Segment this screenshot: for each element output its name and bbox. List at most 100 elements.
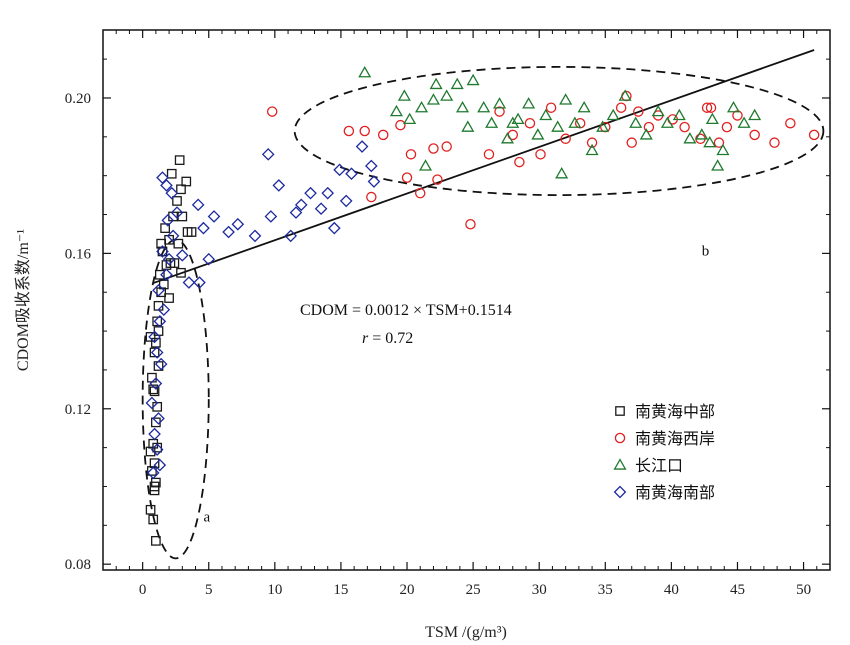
data-point-diamond <box>157 303 171 317</box>
data-point-diamond <box>365 159 378 173</box>
data-point-circle <box>266 106 278 117</box>
data-point-square <box>147 372 157 383</box>
data-point-circle <box>465 218 476 230</box>
data-point-diamond <box>156 171 169 184</box>
data-point-diamond <box>345 167 358 181</box>
data-point-circle <box>721 121 733 133</box>
data-point-square <box>173 238 184 249</box>
data-point-diamond <box>153 315 167 328</box>
data-point-diamond <box>150 346 164 359</box>
data-point-square <box>149 481 160 492</box>
data-point-square <box>172 196 182 206</box>
data-point-triangle <box>651 104 665 117</box>
data-point-diamond <box>154 357 168 371</box>
data-point-triangle <box>531 128 545 140</box>
legend-label: 南黄海西岸 <box>635 430 715 448</box>
data-point-circle <box>732 110 743 121</box>
data-point-diamond <box>162 252 176 266</box>
data-point-triangle <box>440 89 454 101</box>
data-point-triangle <box>450 77 464 90</box>
legend-marker-diamond <box>613 485 627 499</box>
data-point-circle <box>633 106 644 117</box>
x-tick-label: 35 <box>598 582 613 598</box>
data-point-square <box>151 417 161 428</box>
data-point-circle <box>343 125 355 137</box>
data-point-circle <box>483 149 495 160</box>
data-point-diamond <box>222 225 235 239</box>
data-point-diamond <box>182 276 196 289</box>
data-point-diamond <box>284 229 298 243</box>
data-point-diamond <box>166 229 180 243</box>
data-point-triangle <box>522 97 536 109</box>
data-point-triangle <box>389 104 403 117</box>
data-point-circle <box>366 191 377 203</box>
regression-line <box>152 49 815 284</box>
data-point-triangle <box>711 159 725 171</box>
data-point-diamond <box>327 221 341 235</box>
data-point-circle <box>401 172 413 183</box>
data-point-diamond <box>148 427 161 441</box>
data-point-circle <box>701 102 713 113</box>
x-tick-label: 30 <box>532 582 547 598</box>
x-tick-label: 50 <box>796 582 811 598</box>
data-point-circle <box>586 137 598 148</box>
data-point-diamond <box>145 396 159 410</box>
data-point-diamond <box>153 458 167 472</box>
region-label: a <box>203 509 210 525</box>
data-point-square <box>176 267 186 278</box>
data-point-square <box>145 504 156 515</box>
correlation-label: r = 0.72 <box>362 330 413 347</box>
legend-marker-circle <box>614 432 626 444</box>
data-point-circle <box>713 137 725 148</box>
data-point-square <box>149 347 160 358</box>
data-point-square <box>181 176 192 187</box>
x-axis-title: TSM /(g/m³) <box>425 624 507 641</box>
data-point-circle <box>377 129 389 141</box>
legend-label: 长江口 <box>635 457 683 475</box>
data-point-diamond <box>156 245 169 258</box>
data-point-triangle <box>415 100 429 113</box>
x-tick-label: 45 <box>730 582 745 598</box>
data-point-triangle <box>703 135 717 148</box>
data-point-circle <box>560 133 571 145</box>
data-point-triangle <box>568 116 582 128</box>
correlation-value: = 0.72 <box>372 330 413 347</box>
data-point-square <box>151 536 161 546</box>
data-point-triangle <box>705 112 719 125</box>
data-points <box>145 66 820 546</box>
data-point-diamond <box>321 186 335 200</box>
data-point-triangle <box>555 167 569 179</box>
data-point-square <box>164 293 174 303</box>
data-point-circle <box>494 106 505 117</box>
region-ellipse <box>293 66 825 197</box>
data-point-triangle <box>737 116 751 128</box>
legend-marker-square <box>615 406 625 416</box>
data-point-triangle <box>726 100 741 113</box>
data-point-diamond <box>175 249 189 262</box>
data-point-diamond <box>197 221 210 235</box>
legend-label: 南黄海中部 <box>635 403 715 421</box>
data-point-square <box>149 458 160 469</box>
data-point-diamond <box>333 163 346 177</box>
x-tick-label: 40 <box>664 582 679 598</box>
data-point-square <box>158 279 169 290</box>
data-point-diamond <box>148 330 161 344</box>
data-point-circle <box>679 121 690 133</box>
data-point-triangle <box>551 120 565 132</box>
data-point-circle <box>441 141 452 152</box>
data-point-diamond <box>355 140 369 153</box>
data-point-diamond <box>191 198 205 212</box>
region-label: b <box>702 243 710 259</box>
data-point-circle <box>749 129 760 141</box>
correlation-symbol: r <box>362 330 369 347</box>
data-point-triangle <box>606 108 620 121</box>
data-point-triangle <box>493 97 507 109</box>
data-point-diamond <box>193 276 206 289</box>
data-point-triangle <box>461 120 475 132</box>
x-tick-label: 10 <box>267 582 282 598</box>
data-point-diamond <box>150 443 164 456</box>
data-point-diamond <box>261 147 275 161</box>
data-point-square <box>152 316 163 327</box>
data-point-diamond <box>264 210 278 223</box>
data-point-triangle <box>683 132 697 144</box>
